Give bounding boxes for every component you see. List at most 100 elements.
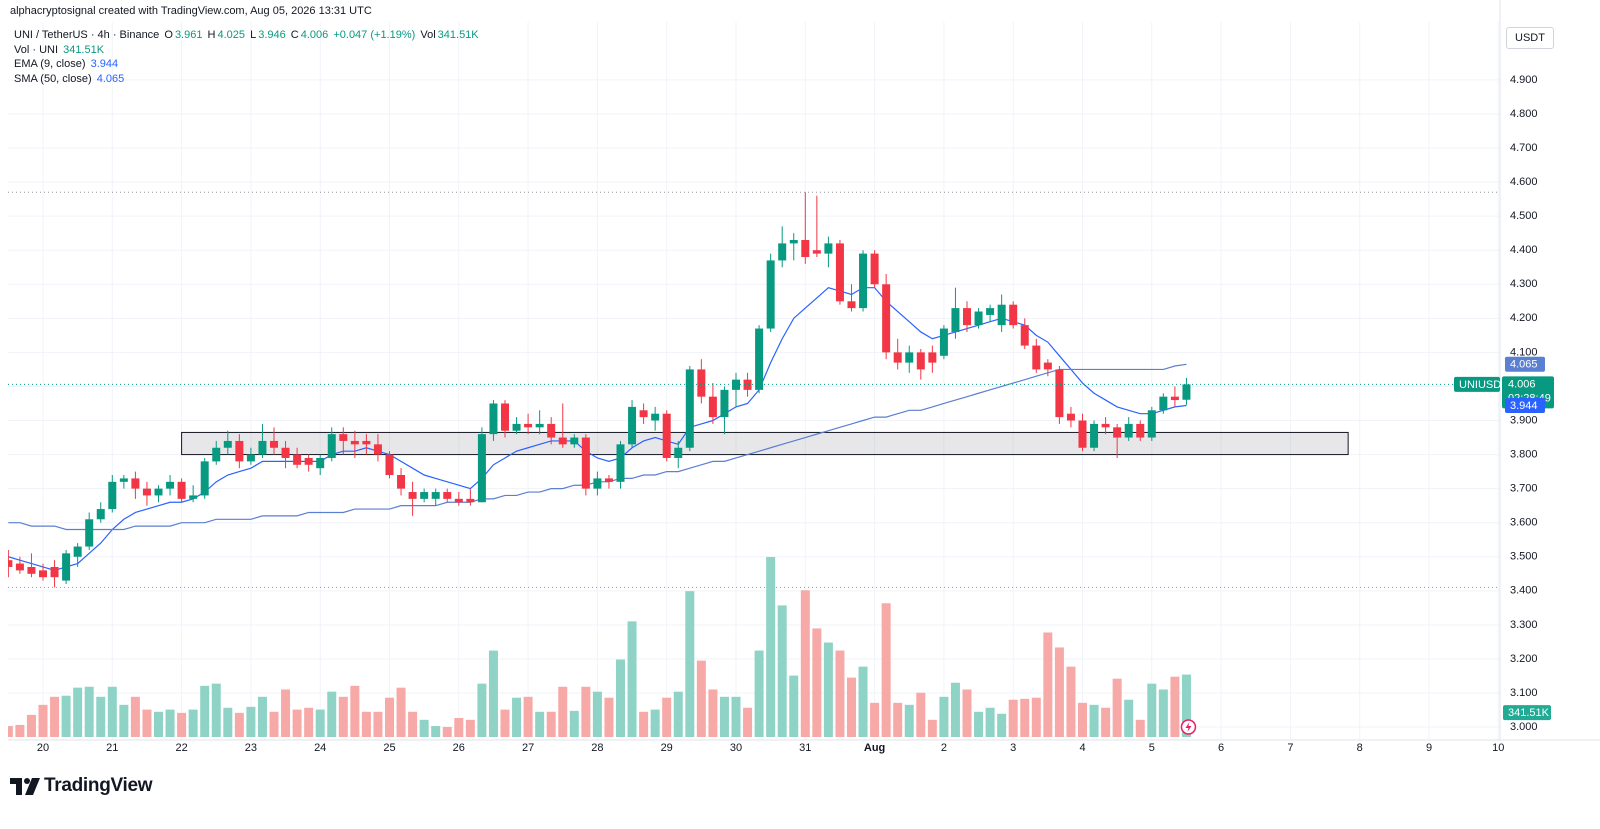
candle-body xyxy=(905,352,914,363)
volume-bar xyxy=(823,642,833,737)
y-tick-label: 4.600 xyxy=(1510,176,1538,188)
volume-bar xyxy=(847,677,856,737)
volume-bar xyxy=(616,659,625,737)
volume-bar xyxy=(338,696,348,737)
volume-tag: 341.51K xyxy=(1508,707,1550,719)
volume-bar xyxy=(477,683,487,737)
ohlc-prefix: H xyxy=(207,29,216,41)
candle-body xyxy=(200,461,209,496)
candle-body xyxy=(835,243,844,302)
candle-body xyxy=(73,546,82,557)
volume-bar xyxy=(500,709,510,737)
candle-body xyxy=(1170,396,1179,401)
candle-body xyxy=(963,308,971,326)
ma-tag: 3.944 xyxy=(1510,400,1538,412)
candle-body xyxy=(662,413,671,458)
attribution: alphacryptosignal created with TradingVi… xyxy=(10,5,372,17)
x-tick-label: 22 xyxy=(175,742,187,754)
volume-bar xyxy=(1147,683,1157,737)
y-tick-label: 4.700 xyxy=(1510,142,1538,154)
brand-logo xyxy=(10,778,40,795)
volume-bar xyxy=(1124,699,1134,737)
volume-bar xyxy=(177,712,187,737)
x-tick-label: 31 xyxy=(799,742,811,754)
volume-bar xyxy=(200,685,210,737)
volume-bar xyxy=(777,605,787,737)
candle-body xyxy=(293,454,302,465)
candle-body xyxy=(882,284,891,353)
candle-body xyxy=(177,481,186,499)
volume-bar xyxy=(84,686,94,737)
volume-bar xyxy=(1112,678,1122,737)
candle-body xyxy=(824,243,833,254)
volume-bar xyxy=(246,706,256,737)
candle-body xyxy=(928,352,937,363)
candle-body xyxy=(85,519,94,547)
volume-bar xyxy=(454,717,464,737)
candle-body xyxy=(246,454,255,462)
x-tick-label: 27 xyxy=(522,742,534,754)
candle-body xyxy=(1009,304,1018,326)
volume-bar xyxy=(304,707,314,737)
legend-name: Vol · UNI xyxy=(14,44,59,56)
volume-bar xyxy=(546,711,556,737)
candle-body xyxy=(501,403,509,431)
candle-body xyxy=(189,495,198,499)
volume-bar xyxy=(858,666,868,737)
volume-bar xyxy=(927,719,937,737)
volume-bar xyxy=(269,711,279,737)
candle-body xyxy=(62,553,71,581)
plot xyxy=(8,22,1500,740)
volume-bar xyxy=(154,711,163,737)
volume-bar xyxy=(442,726,452,737)
candle-body xyxy=(339,434,348,441)
volume-bar xyxy=(662,697,672,737)
candle-body xyxy=(1078,420,1087,448)
candle-body xyxy=(535,423,544,428)
candle-body xyxy=(50,566,59,578)
price-tag: 4.006 xyxy=(1508,378,1536,390)
x-tick-label: 9 xyxy=(1426,742,1432,754)
x-tick-label: 2 xyxy=(941,742,947,754)
support-zone xyxy=(181,431,1349,456)
candle-body xyxy=(720,389,729,418)
currency-button[interactable]: USDT xyxy=(1506,27,1554,49)
x-tick-label: 10 xyxy=(1492,742,1504,754)
y-tick-label: 3.600 xyxy=(1510,517,1538,529)
x-tick-label: 24 xyxy=(314,742,326,754)
volume-bar xyxy=(512,697,522,737)
volume-bar xyxy=(870,702,880,737)
volume-bar xyxy=(73,687,83,737)
candle-body xyxy=(27,566,36,574)
candle-body xyxy=(397,475,406,489)
legend-name: SMA (50, close) xyxy=(14,73,92,85)
candle-body xyxy=(997,304,1006,326)
ma-tag-bg xyxy=(1505,356,1545,372)
candle-body xyxy=(986,308,995,315)
candle-body xyxy=(154,488,163,496)
volume-bar xyxy=(719,696,729,737)
y-tick-label: 4.100 xyxy=(1510,346,1538,358)
candle-body xyxy=(639,410,648,418)
y-tick-label: 3.500 xyxy=(1510,551,1538,563)
volume-bar xyxy=(1101,707,1111,737)
candle-body xyxy=(766,260,775,329)
x-tick-label: Aug xyxy=(864,742,885,754)
candle-body xyxy=(893,352,902,363)
volume-bar xyxy=(234,712,244,737)
volume-bar xyxy=(1135,719,1145,737)
candle-body xyxy=(593,478,602,489)
candle-body xyxy=(674,447,683,458)
volume-bar xyxy=(731,696,741,737)
volume-bar xyxy=(350,685,360,737)
candle-body xyxy=(131,478,140,489)
x-tick-label: 30 xyxy=(730,742,742,754)
ohlc-value: 3.946 xyxy=(258,29,286,41)
x-tick-label: 28 xyxy=(591,742,603,754)
y-tick-label: 4.900 xyxy=(1510,74,1538,86)
volume-legend: Vol · UNI 341.51K xyxy=(14,43,106,57)
volume-bar xyxy=(800,590,810,737)
candle-body xyxy=(39,570,47,578)
